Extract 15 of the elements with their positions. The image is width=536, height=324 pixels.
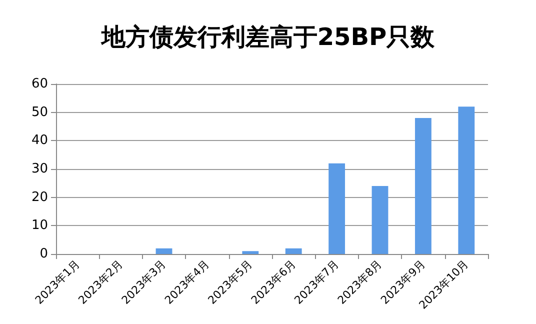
y-tick-label: 30 — [31, 162, 48, 176]
y-tick-label: 40 — [31, 133, 48, 148]
bar — [242, 251, 259, 254]
chart-title: 地方债发行利差高于25BP只数 — [100, 23, 436, 51]
bar — [328, 163, 346, 254]
bar — [458, 106, 475, 254]
y-tick-label: 60 — [31, 76, 48, 92]
y-tick-label: 0 — [40, 246, 48, 262]
bar — [156, 248, 172, 254]
bar — [372, 186, 388, 254]
y-tick-label: 50 — [31, 104, 48, 120]
y-tick-label: 20 — [31, 190, 48, 205]
bar — [414, 118, 432, 254]
bar — [285, 248, 302, 254]
y-tick-label: 10 — [31, 218, 48, 234]
